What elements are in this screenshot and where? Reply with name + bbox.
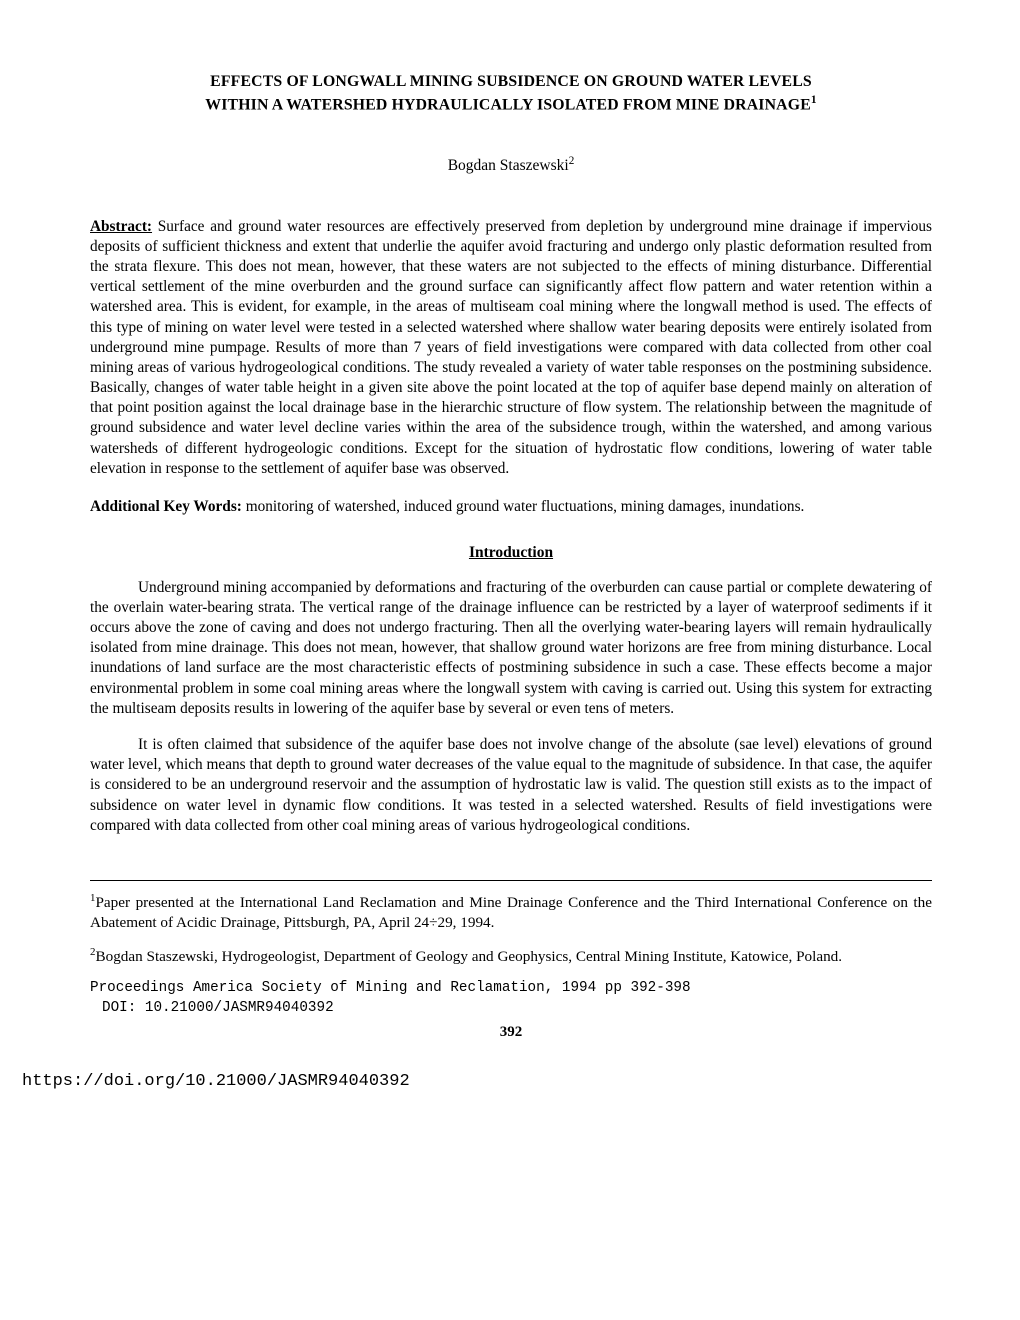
footnote-1: 1Paper presented at the International La… xyxy=(90,891,932,933)
title-line-2: WITHIN A WATERSHED HYDRAULICALLY ISOLATE… xyxy=(205,96,811,113)
doi-line: DOI: 10.21000/JASMR94040392 xyxy=(102,999,932,1018)
proceedings-line: Proceedings America Society of Mining an… xyxy=(90,979,932,998)
abstract-body: Surface and ground water resources are e… xyxy=(90,218,932,477)
abstract-block: Abstract: Surface and ground water resou… xyxy=(90,217,932,479)
intro-paragraph-2: It is often claimed that subsidence of t… xyxy=(90,735,932,836)
keywords-label: Additional Key Words: xyxy=(90,498,242,515)
author-name: Bogdan Staszewski xyxy=(448,157,569,174)
paper-title: EFFECTS OF LONGWALL MINING SUBSIDENCE ON… xyxy=(90,72,932,116)
page-number: 392 xyxy=(90,1023,932,1043)
author-block: Bogdan Staszewski2 xyxy=(90,154,932,177)
footnote-separator xyxy=(90,880,932,881)
doi-url: https://doi.org/10.21000/JASMR94040392 xyxy=(22,1071,932,1093)
author-footnote-ref: 2 xyxy=(569,155,575,167)
title-line-1: EFFECTS OF LONGWALL MINING SUBSIDENCE ON… xyxy=(210,73,812,90)
footnote-2-text: Bogdan Staszewski, Hydrogeologist, Depar… xyxy=(95,948,842,965)
footnote-1-text: Paper presented at the International Lan… xyxy=(90,894,932,931)
keywords-text: monitoring of watershed, induced ground … xyxy=(242,498,804,515)
keywords-block: Additional Key Words: monitoring of wate… xyxy=(90,497,932,517)
title-footnote-ref: 1 xyxy=(811,94,817,106)
footnote-2: 2Bogdan Staszewski, Hydrogeologist, Depa… xyxy=(90,945,932,967)
abstract-label: Abstract: xyxy=(90,218,152,235)
intro-paragraph-1: Underground mining accompanied by deform… xyxy=(90,578,932,719)
section-heading-introduction: Introduction xyxy=(90,543,932,563)
